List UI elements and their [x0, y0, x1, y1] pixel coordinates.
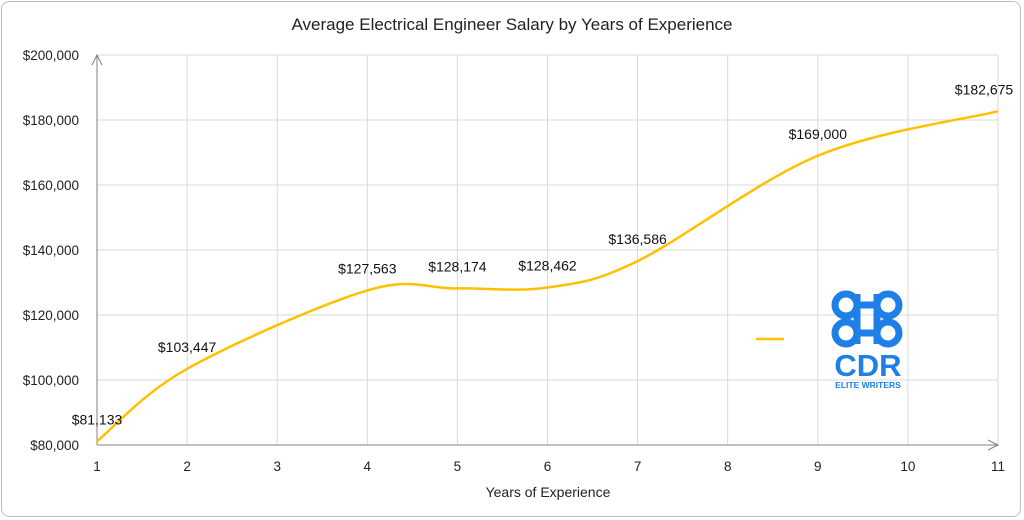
x-tick-label: 11 — [991, 459, 1005, 474]
x-axis-arrow-icon — [987, 439, 1000, 451]
x-tick-label: 6 — [544, 459, 552, 474]
x-tick-label: 2 — [183, 459, 191, 474]
data-labels: $81,133 $103,447 $127,563 $128,174 $128,462 $… — [72, 81, 1014, 427]
y-tick-label: $180,000 — [23, 113, 79, 128]
logo: CDR ELITE WRITERS — [831, 290, 903, 390]
data-label: $127,563 — [338, 260, 397, 276]
data-label: $128,462 — [518, 257, 577, 273]
y-tick-label: $140,000 — [23, 243, 79, 258]
x-tick-label: 9 — [814, 459, 822, 474]
y-tick-label: $160,000 — [23, 178, 79, 193]
x-tick-label: 8 — [724, 459, 732, 474]
data-label: $136,586 — [608, 231, 667, 247]
x-tick-label: 3 — [273, 459, 281, 474]
logo-tagline: ELITE WRITERS — [835, 380, 901, 390]
salary-series-line — [96, 110, 999, 443]
data-label: $182,675 — [955, 81, 1014, 97]
x-tick-label: 10 — [900, 459, 915, 474]
chart-title: Average Electrical Engineer Salary by Ye… — [292, 15, 733, 34]
x-tick-label: 4 — [364, 459, 372, 474]
x-tick-label: 7 — [634, 459, 642, 474]
data-label: $103,447 — [158, 339, 217, 355]
y-tick-labels: $80,000 $100,000 $120,000 $140,000 $160,000 $… — [23, 48, 79, 453]
logo-knot-icon — [831, 290, 903, 348]
x-tick-labels: 1 2 3 4 5 6 7 8 9 10 11 — [93, 459, 1005, 474]
x-axis-label: Years of Experience — [486, 484, 611, 500]
y-tick-label: $200,000 — [23, 48, 79, 63]
axes — [91, 53, 1000, 451]
x-tick-label: 1 — [93, 459, 101, 474]
y-tick-label: $100,000 — [23, 373, 79, 388]
y-tick-label: $120,000 — [23, 308, 79, 323]
grid-lines — [97, 54, 999, 445]
data-label: $81,133 — [72, 411, 123, 427]
y-tick-label: $80,000 — [30, 438, 79, 453]
y-axis-arrow-icon — [91, 53, 103, 66]
data-label: $169,000 — [789, 126, 848, 142]
logo-mark: CDR — [834, 348, 901, 383]
x-tick-label: 5 — [454, 459, 462, 474]
data-label: $128,174 — [428, 258, 487, 274]
series-group — [96, 110, 999, 443]
